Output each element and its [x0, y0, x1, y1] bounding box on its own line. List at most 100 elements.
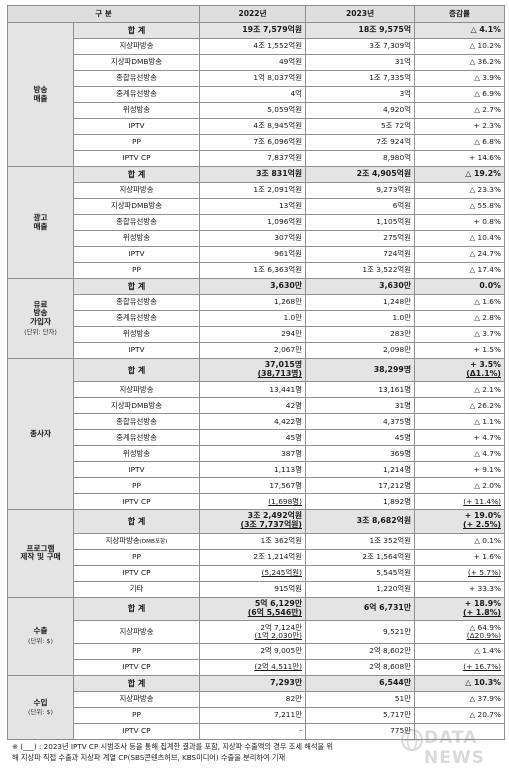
change-rate: △ 37.9%: [414, 691, 505, 709]
value-2022-text: 1,096억원: [267, 217, 302, 227]
row-label-text: 합 계: [127, 604, 146, 614]
total-row: 수출 (단위: $) 합 계 5억 6,129만 (6억 5,546만) 6억 6,731…: [7, 596, 505, 677]
value-2023: 5조 72억: [305, 118, 415, 135]
change-rate-text: (+ 16.7%): [463, 662, 501, 672]
value-2022-text: 3조 831억원: [256, 169, 302, 179]
header-category: 구 분: [7, 5, 200, 23]
value-2023-text: 1,214명: [383, 464, 411, 474]
value-2023: 9,521만: [305, 619, 415, 645]
value-2023-text: 31억: [394, 57, 411, 67]
value-2022: 3조 831억원: [199, 166, 306, 183]
value-2023: 6억 6,731만: [305, 596, 415, 621]
value-2023: 775만: [305, 723, 415, 741]
footnote: ※ (___) : 2023년 IPTV CP 시범조사 등을 통해 집계한 결…: [12, 741, 504, 763]
row-label: IPTV CP: [73, 564, 200, 582]
value-2023-text: 1.0만: [392, 313, 411, 323]
value-2022-text: 37,015명: [264, 360, 302, 370]
value-2022-text: 2억 7,124만: [260, 622, 302, 632]
row-label-text: 중계유선방송: [116, 89, 157, 99]
table-row: PP 2조 1,214억원 2조 1,564억원 + 1.6%: [8, 548, 505, 566]
table-row: 위성방송 307억원 275억원 △ 10.4%: [8, 230, 505, 247]
value-2022: 13,441명: [199, 381, 306, 399]
change-rate: △ 4.1%: [414, 22, 505, 39]
change-rate: + 2.3%: [414, 118, 505, 135]
change-rate: △ 4.7%: [414, 445, 505, 463]
row-label: 지상파방송: [73, 619, 200, 645]
row-label: 위성방송: [73, 445, 200, 463]
change-rate-text: + 9.1%: [473, 464, 501, 474]
value-2023-text: 7조 924억: [376, 137, 411, 147]
value-2022-text: 4,422명: [274, 416, 302, 426]
value-2022: 3,630만: [199, 278, 306, 295]
value-2022: 7,293만: [199, 675, 306, 693]
value-2022-text: 1조 362억원: [260, 535, 302, 545]
change-rate-text: △ 20.7%: [469, 710, 501, 720]
value-2022: 4,422명: [199, 413, 306, 431]
row-label-text: 중계유선방송: [116, 313, 157, 323]
table-row: 지상파방송(DMB포함) 1조 362억원 1조 352억원 △ 0.1%: [8, 532, 505, 550]
change-rate-note: (Δ1.1%): [466, 369, 501, 379]
section-title: 프로그램 제작 및 구매: [20, 543, 61, 562]
value-2022: 1.0만: [199, 310, 306, 327]
table-row: IPTV 961억원 724억원 △ 24.7%: [8, 246, 505, 263]
value-2022-note: (3조 7,737억원): [240, 520, 302, 530]
value-2022-text: 2억 9,005만: [260, 646, 302, 656]
change-rate: △ 19.2%: [414, 166, 505, 183]
change-rate-text: + 3.5%: [470, 360, 501, 370]
table-row: 기타 915억원 1,220억원 + 33.3%: [8, 580, 505, 598]
row-label-text: 지상파방송: [119, 41, 154, 51]
value-2022-text: 19조 7,579억원: [242, 25, 302, 35]
table-row: 지상파DMB방송 42명 31명 △ 26.2%: [8, 397, 505, 415]
row-label-text: PP: [132, 551, 141, 561]
change-rate: + 4.7%: [414, 429, 505, 447]
value-2022-note: (38,713명): [257, 369, 302, 379]
value-2023-text: 2조 1,564억원: [362, 551, 411, 561]
value-2023-text: 3조 8,682억원: [356, 515, 411, 525]
row-label: 위성방송: [73, 102, 200, 119]
total-row: 프로그램 제작 및 구매 합 계 3조 2,492억원 (3조 7,737억원) 3조 …: [7, 509, 505, 598]
change-rate: △ 1.4%: [414, 643, 505, 661]
value-2022: (5,245억원): [199, 564, 306, 582]
row-label: IPTV CP: [73, 150, 200, 167]
row-label-text: 합 계: [127, 169, 146, 179]
value-2023-text: 6억 6,731만: [363, 603, 411, 613]
row-label: IPTV CP: [73, 659, 200, 677]
table-row: 지상파방송 2억 7,124만 (1억 2,030만) 9,521만 △ 64.9% (Δ…: [8, 619, 505, 645]
change-rate-text: △ 26.2%: [469, 400, 501, 410]
value-2023-text: 31명: [394, 400, 411, 410]
value-2022-text: 1억 8,037억원: [253, 73, 302, 83]
change-rate: △ 64.9% (Δ20.9%): [414, 619, 505, 645]
value-2023-text: 4,375명: [383, 416, 411, 426]
change-rate: + 3.5% (Δ1.1%): [414, 357, 505, 383]
value-2022-text: 82만: [285, 694, 302, 704]
value-2022-text: (5,245억원): [261, 567, 302, 577]
change-rate-text: + 4.7%: [473, 432, 501, 442]
value-2023: 8,980억: [305, 150, 415, 167]
change-rate-text: △ 4.7%: [474, 448, 501, 458]
value-2022: 5억 6,129만 (6억 5,546만): [199, 596, 306, 621]
header-2022: 2022년: [199, 5, 306, 23]
table-row: PP 7조 6,096억원 7조 924억 △ 6.8%: [8, 134, 505, 151]
value-2023: 51만: [305, 691, 415, 709]
table-row: IPTV 4조 8,945억원 5조 72억 + 2.3%: [8, 118, 505, 135]
row-label-text: 중계유선방송: [116, 432, 157, 442]
value-2023: 1,220억원: [305, 580, 415, 598]
value-2022-text: 2조 1,214억원: [253, 551, 302, 561]
change-rate: △ 55.8%: [414, 198, 505, 215]
value-2023: 2,098만: [305, 342, 415, 359]
section-title: 광고 매출: [33, 212, 48, 231]
change-rate-text: △ 2.7%: [474, 105, 501, 115]
change-rate: + 1.6%: [414, 548, 505, 566]
row-label-text: 종합유선방송: [116, 217, 157, 227]
value-2022: 2조 1,214억원: [199, 548, 306, 566]
row-label: 중계유선방송: [73, 429, 200, 447]
change-rate-text: △ 19.2%: [465, 169, 501, 179]
row-label: PP: [73, 134, 200, 151]
row-label-text: IPTV CP: [122, 153, 151, 163]
value-2023-text: 2억 8,602만: [369, 646, 411, 656]
value-2023-text: 1조 352억원: [369, 535, 411, 545]
row-label-text: 지상파방송: [119, 384, 154, 394]
change-rate-text: (+ 5.7%): [467, 567, 501, 577]
change-rate: 0.0%: [414, 278, 505, 295]
table-row: 종합유선방송 1억 8,037억원 1조 7,335억 △ 3.9%: [8, 70, 505, 87]
